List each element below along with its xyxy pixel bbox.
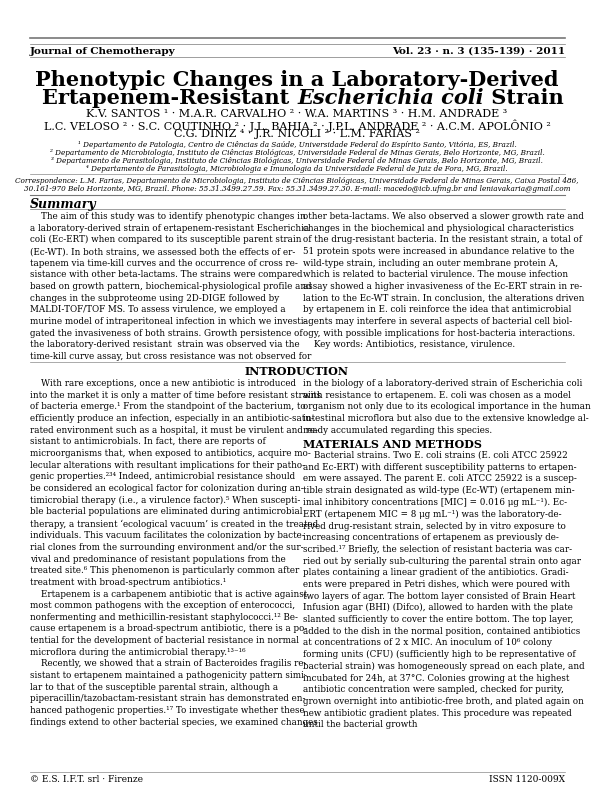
Text: L.C. VELOSO ² · S.C. COUTINHO ² · J.L. BAHIA ² · J.P.L. ANDRADE ² · A.C.M. APOLÔ: L.C. VELOSO ² · S.C. COUTINHO ² · J.L. B… [43, 119, 550, 132]
Text: With rare exceptions, once a new antibiotic is introduced
into the market it is : With rare exceptions, once a new antibio… [30, 379, 321, 727]
Text: ¹ Departamento de Patologia, Centro de Ciências da Saúde, Universidade Federal d: ¹ Departamento de Patologia, Centro de C… [77, 141, 516, 149]
Text: C.G. DINIZ ⁴ · J.R. NICOLI ² · L.M. FARIAS ²: C.G. DINIZ ⁴ · J.R. NICOLI ² · L.M. FARI… [174, 129, 420, 139]
Text: Strain: Strain [484, 88, 563, 108]
Text: Ertapenem-Resistant: Ertapenem-Resistant [42, 88, 297, 108]
Text: INTRODUCTION: INTRODUCTION [245, 366, 349, 377]
Text: ² Departamento de Microbiologia, Instituto de Ciências Biológicas, Universidade : ² Departamento de Microbiologia, Institu… [49, 149, 544, 157]
Text: Escherichia coli: Escherichia coli [297, 88, 484, 108]
Text: ³ Departamento de Parasitologia, Instituto de Ciências Biológicas, Universidade : ³ Departamento de Parasitologia, Institu… [51, 157, 543, 165]
Text: ⁴ Departamento de Parasitologia, Microbiologia e Imunologia da Universidade Fede: ⁴ Departamento de Parasitologia, Microbi… [86, 165, 508, 173]
Text: Bacterial strains. Two E. coli strains (E. coli ATCC 25922
and Ec-ERT) with diff: Bacterial strains. Two E. coli strains (… [303, 451, 585, 730]
Text: Journal of Chemotherapy: Journal of Chemotherapy [30, 47, 176, 56]
Text: Summary: Summary [30, 198, 96, 211]
Text: 30.161-970 Belo Horizonte, MG, Brazil. Phone: 55.31.3499.27.59. Fax: 55.31.3499.: 30.161-970 Belo Horizonte, MG, Brazil. P… [24, 185, 570, 193]
Text: K.V. SANTOS ¹ · M.A.R. CARVALHO ² · W.A. MARTINS ³ · H.M. ANDRADE ³: K.V. SANTOS ¹ · M.A.R. CARVALHO ² · W.A.… [86, 109, 508, 119]
Text: in the biology of a laboratory-derived strain of Escherichia coli
with resistanc: in the biology of a laboratory-derived s… [303, 379, 591, 434]
Text: MATERIALS AND METHODS: MATERIALS AND METHODS [303, 439, 482, 450]
Text: Phenotypic Changes in a Laboratory-Derived: Phenotypic Changes in a Laboratory-Deriv… [35, 70, 559, 90]
Text: © E.S. I.F.T. srl · Firenze: © E.S. I.F.T. srl · Firenze [30, 775, 143, 784]
Text: Vol. 23 · n. 3 (135-139) · 2011: Vol. 23 · n. 3 (135-139) · 2011 [392, 47, 565, 56]
Text: ISSN 1120-009X: ISSN 1120-009X [489, 775, 565, 784]
Text: Correspondence: L.M. Farias, Departamento de Microbiologia, Instituto de Ciência: Correspondence: L.M. Farias, Departament… [15, 177, 579, 185]
Text: other beta-lactams. We also observed a slower growth rate and
changes in the bio: other beta-lactams. We also observed a s… [303, 212, 584, 349]
Text: The aim of this study was to identify phenotypic changes in
a laboratory-derived: The aim of this study was to identify ph… [30, 212, 312, 361]
